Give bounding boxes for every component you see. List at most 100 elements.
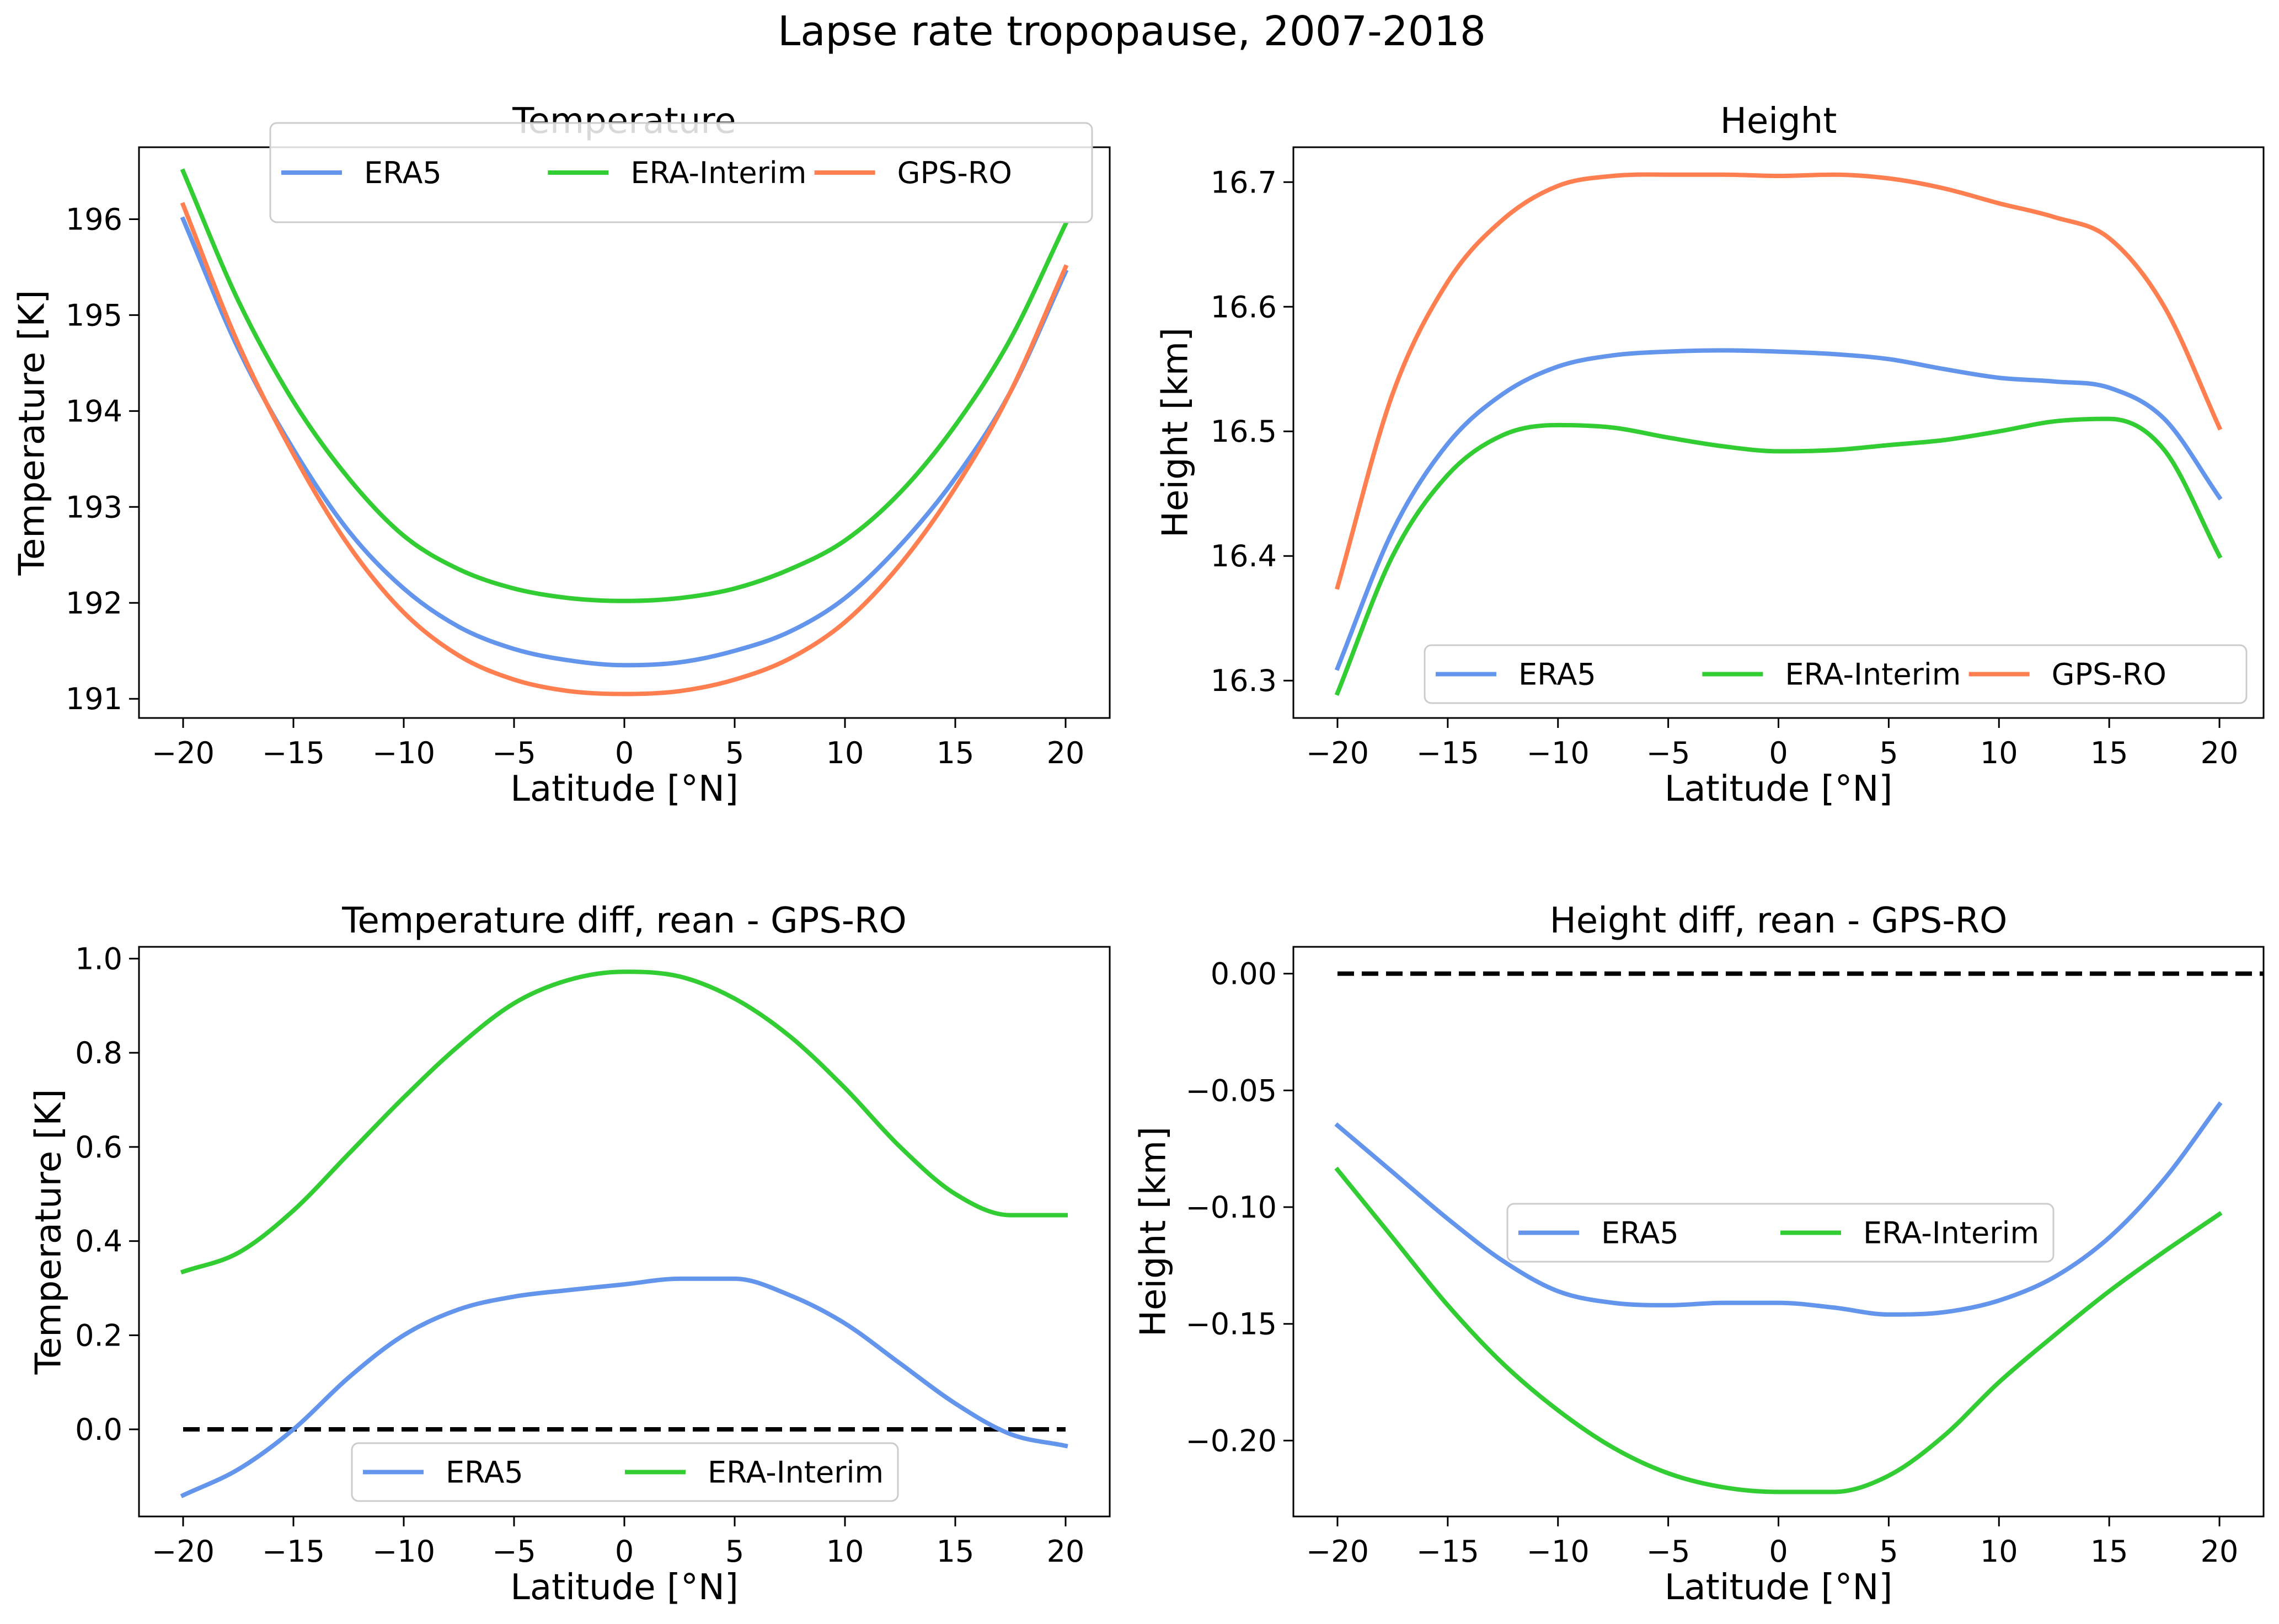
axes-frame: [1292, 146, 2265, 719]
x-tick-label: −10: [372, 1534, 435, 1569]
panel-temperature: Temperature−20 −15 −10 −5 0 5 10 15 201911921931…: [12, 101, 1111, 810]
y-tick-label: 16.4: [1211, 539, 1277, 574]
series-line-era-interim: [1334, 416, 2223, 696]
y-axis-label: Temperature [K]: [12, 290, 53, 576]
x-tick-label: 20: [2201, 1534, 2239, 1569]
y-tick-label: 194: [66, 394, 122, 428]
x-tick-label: −15: [262, 736, 325, 770]
x-tick-label: 0: [615, 1534, 634, 1569]
y-tick-label: −0.05: [1186, 1073, 1277, 1108]
x-tick-label: 20: [1047, 1534, 1085, 1569]
legend-label-era-interim: ERA-Interim: [1863, 1216, 2039, 1251]
legend: ERA5 ERA-Interim GPS-RO: [1424, 644, 2248, 704]
y-tick-label: 0.0: [75, 1412, 122, 1447]
x-tick-label: 20: [2201, 736, 2239, 770]
x-tick-label: 0: [1769, 1534, 1788, 1569]
y-tick-label: 16.3: [1211, 663, 1277, 698]
figure-title: Lapse rate tropopause, 2007-2018: [778, 8, 1486, 55]
x-tick-label: 10: [1980, 1534, 2018, 1569]
legend-label-era-interim: ERA-Interim: [1785, 657, 1961, 692]
x-axis-label: Latitude [°N]: [510, 1567, 739, 1608]
series-line-era-interim: [180, 969, 1068, 1275]
panel-title: Temperature diff, rean - GPS-RO: [341, 901, 907, 941]
x-tick-label: 10: [826, 736, 864, 770]
x-tick-label: 15: [937, 1534, 975, 1569]
legend-label-era-interim: ERA-Interim: [630, 156, 806, 190]
x-tick-label: 5: [725, 1534, 744, 1569]
y-tick-label: 191: [66, 682, 122, 716]
panel-title: Height diff, rean - GPS-RO: [1550, 901, 2008, 941]
x-tick-label: −10: [1527, 736, 1590, 770]
x-axis-label: Latitude [°N]: [510, 769, 739, 810]
series-line-era-interim: [180, 168, 1069, 603]
x-tick-label: 0: [1769, 736, 1788, 770]
legend-label-gps-ro: GPS-RO: [2052, 657, 2166, 692]
legend-box: [269, 122, 1093, 223]
series-line-gps-ro: [1335, 172, 2223, 590]
x-tick-label: 15: [937, 736, 975, 770]
y-tick-label: 0.2: [75, 1318, 122, 1353]
y-tick-label: −0.20: [1186, 1423, 1277, 1458]
plot-area: [180, 168, 1069, 696]
y-tick-label: 0.00: [1211, 957, 1277, 991]
legend-label-era5: ERA5: [1518, 657, 1596, 692]
series-line-era5: [180, 216, 1069, 668]
panel-height: Height −20 −15 −10 −5 0 5 10 15 20 16.3 16.4 16.5 16.…: [1155, 101, 2265, 810]
x-tick-label: −20: [152, 736, 215, 770]
x-axis-label: Latitude [°N]: [1665, 1567, 1893, 1608]
x-tick-label: −15: [1416, 1534, 1479, 1569]
y-tick-label: 195: [66, 298, 122, 333]
series-line-era5: [1334, 1101, 2223, 1317]
y-tick-label: 192: [66, 586, 122, 620]
x-tick-label: 15: [2090, 1534, 2128, 1569]
series-line-era5: [180, 1276, 1068, 1498]
legend-label-era5: ERA5: [446, 1455, 523, 1490]
x-tick-label: −10: [372, 736, 435, 770]
x-tick-label: −10: [1527, 1534, 1590, 1569]
y-tick-label: 193: [66, 490, 122, 524]
legend: ERA5 ERA-Interim: [351, 1442, 899, 1502]
x-tick-label: −5: [492, 736, 536, 770]
y-tick-label: −0.15: [1186, 1307, 1277, 1342]
x-tick-label: −5: [1646, 736, 1690, 770]
y-tick-label: 0.6: [75, 1130, 122, 1165]
x-tick-label: −15: [1416, 736, 1479, 770]
x-tick-label: 20: [1047, 736, 1085, 770]
panel-height-diff-rean-gps-ro: Height diff, rean - GPS-RO −20 −15 −10 −5 0 5 1…: [1133, 901, 2265, 1608]
legend-label-era5: ERA5: [1601, 1216, 1679, 1251]
y-tick-label: 196: [66, 202, 122, 237]
x-tick-label: −5: [492, 1534, 536, 1569]
x-tick-label: 10: [1980, 736, 2018, 770]
y-tick-label: 0.8: [75, 1036, 122, 1070]
panels: Temperature−20 −15 −10 −5 0 5 10 15 201911921931…: [12, 101, 2265, 1608]
axes-frame: [138, 946, 1111, 1518]
x-tick-label: 10: [826, 1534, 864, 1569]
plot-area: [180, 969, 1068, 1498]
x-tick-label: 5: [1879, 736, 1898, 770]
series-line-era-interim: [1334, 1166, 2223, 1494]
y-tick-label: 16.7: [1211, 165, 1277, 200]
x-tick-label: −20: [1306, 736, 1369, 770]
y-tick-label: 16.6: [1211, 290, 1277, 324]
x-tick-label: −20: [152, 1534, 215, 1569]
legend: ERA5 ERA-Interim: [1506, 1203, 2055, 1263]
legend-label-era5: ERA5: [364, 156, 442, 190]
panel-title: Height: [1720, 101, 1837, 142]
x-tick-label: −15: [262, 1534, 325, 1569]
x-tick-label: 15: [2090, 736, 2128, 770]
y-tick-label: 16.5: [1211, 414, 1277, 449]
panel-temperature-diff-rean-gps-ro: Temperature diff, rean - GPS-RO −20 −15 −10…: [29, 901, 1111, 1608]
y-axis-label: Temperature [K]: [29, 1089, 69, 1375]
x-tick-label: −20: [1306, 1534, 1369, 1569]
plot-area: [1334, 172, 2223, 696]
x-tick-label: 5: [725, 736, 744, 770]
y-tick-label: −0.10: [1186, 1190, 1277, 1225]
legend: ERA5 ERA-Interim GPS-RO: [269, 122, 1093, 223]
y-axis-label: Height [km]: [1133, 1127, 1174, 1337]
plot-area: [1334, 971, 2264, 1494]
x-tick-label: 5: [1879, 1534, 1898, 1569]
x-tick-label: −5: [1646, 1534, 1690, 1569]
y-tick-label: 1.0: [75, 941, 122, 976]
y-tick-label: 0.4: [75, 1224, 122, 1259]
